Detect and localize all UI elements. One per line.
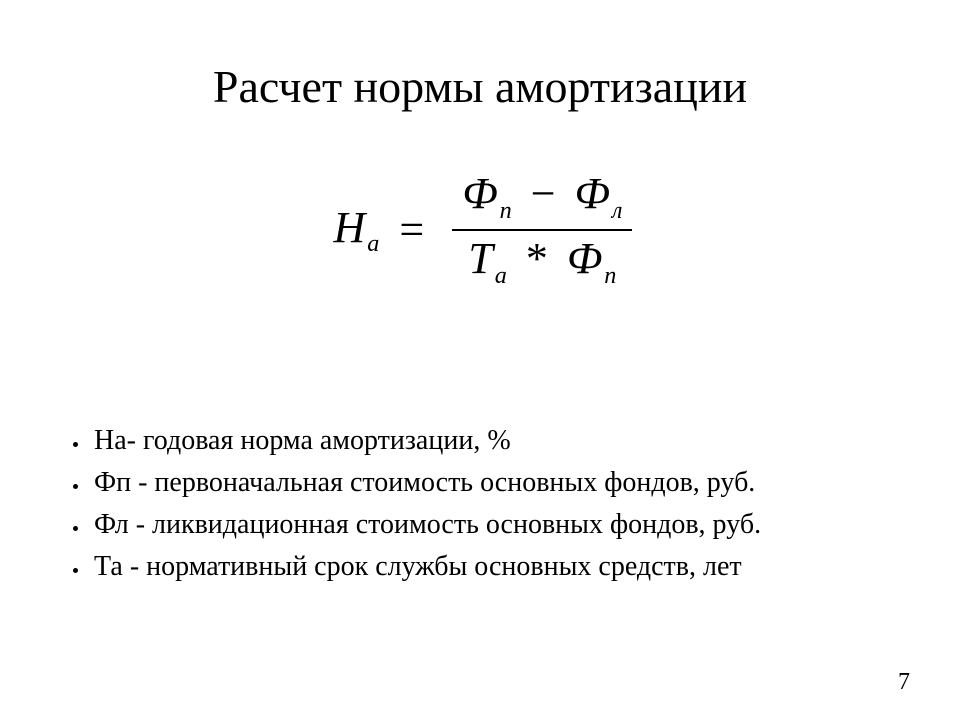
sub-p-1: п [498, 197, 512, 224]
formula-lhs: На [334, 202, 380, 259]
page-number: 7 [898, 669, 910, 696]
legend-item: Та - нормативный срок службы основных ср… [90, 546, 900, 588]
sym-Phi-1: Ф [462, 169, 497, 218]
sym-Phi-3: Ф [567, 234, 602, 283]
legend: На- годовая норма амортизации, % Фп - пе… [60, 420, 900, 588]
denominator: Та * Фп [458, 235, 626, 290]
numerator: Фп − Фл [452, 170, 632, 225]
star-sign: * [518, 234, 556, 283]
minus-sign: − [523, 169, 564, 218]
sub-l: л [610, 197, 623, 224]
page-title: Расчет нормы амортизации [0, 60, 960, 113]
sub-a: а [365, 230, 379, 257]
sym-Phi-2: Ф [575, 169, 610, 218]
formula-block: На = Фп − Фл Та * Фп [0, 170, 960, 290]
legend-list: На- годовая норма амортизации, % Фп - пе… [60, 420, 900, 588]
eq-sign: = [391, 204, 432, 255]
legend-item: На- годовая норма амортизации, % [90, 420, 900, 462]
sym-H: Н [334, 203, 366, 252]
legend-item: Фл - ликвидационная стоимость основных ф… [90, 504, 900, 546]
fraction: Фп − Фл Та * Фп [452, 170, 632, 290]
sub-a-den: а [493, 262, 507, 289]
slide: Расчет нормы амортизации На = Фп − Фл Та… [0, 0, 960, 720]
sym-T: Т [468, 234, 492, 283]
legend-item: Фп - первоначальная стоимость основных ф… [90, 462, 900, 504]
sub-p-2: п [602, 262, 616, 289]
formula-row: На = Фп − Фл Та * Фп [328, 170, 633, 290]
fraction-bar [452, 229, 632, 231]
